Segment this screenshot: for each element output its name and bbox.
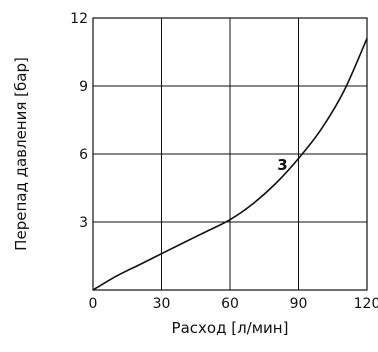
x-axis-label: Расход [л/мин]	[172, 319, 289, 337]
y-axis-label: Перепад давления [бар]	[12, 57, 30, 251]
grid	[93, 18, 367, 290]
x-tick-label-0: 0	[89, 296, 98, 312]
series-label-3: 3	[277, 156, 287, 174]
y-tick-label-9: 9	[79, 79, 88, 95]
y-tick-label-6: 6	[79, 147, 88, 163]
x-tick-label-90: 90	[290, 296, 308, 312]
x-tick-label-30: 30	[153, 296, 171, 312]
y-tick-label-12: 12	[70, 11, 88, 27]
x-tick-label-60: 60	[221, 296, 239, 312]
plot-frame	[92, 17, 368, 291]
y-tick-label-3: 3	[79, 215, 88, 231]
x-tick-label-120: 120	[354, 296, 378, 312]
series-line-3	[92, 38, 368, 291]
tick-labels: 0 30 60 90 120 3 6 9 12	[70, 11, 378, 312]
